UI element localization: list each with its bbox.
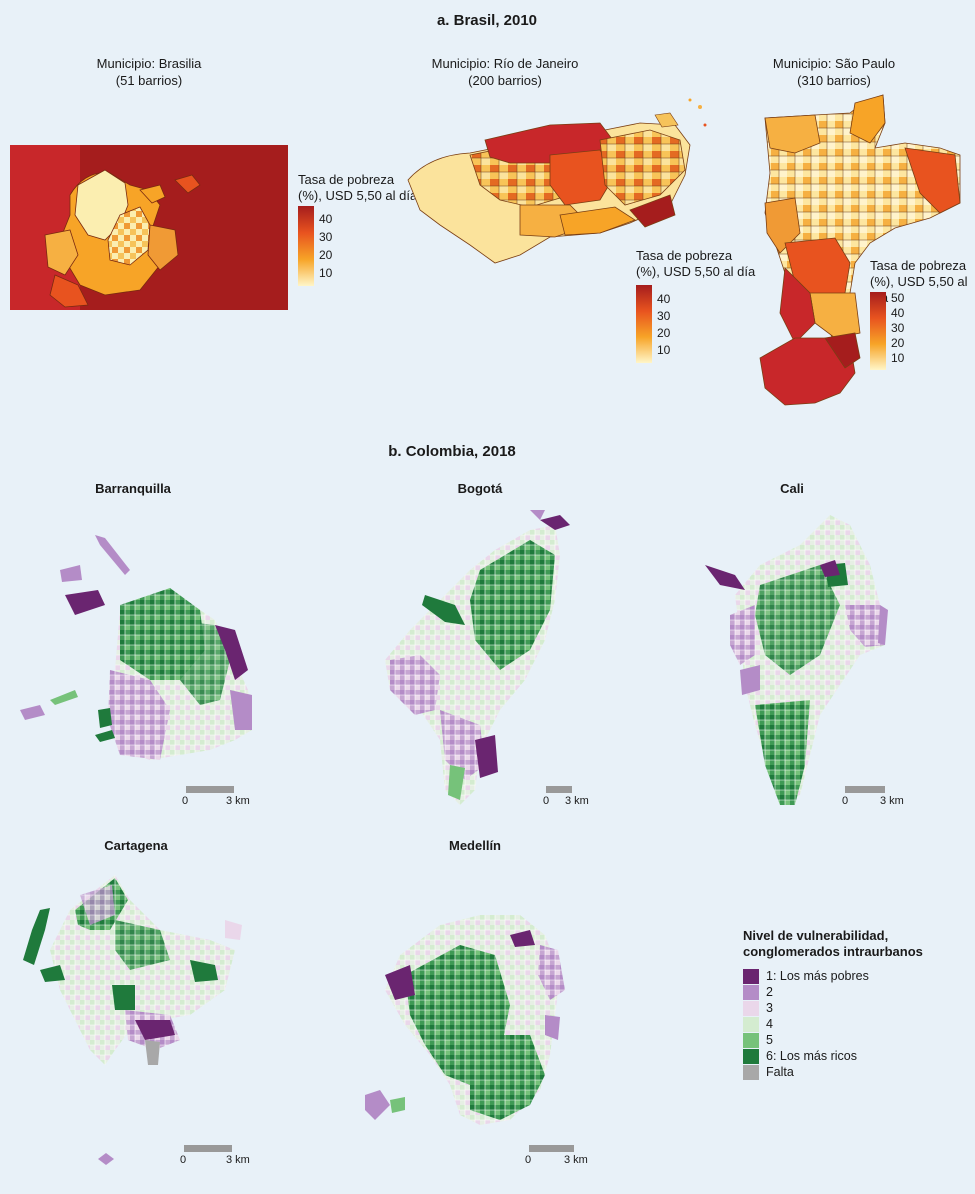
legend-swatch — [743, 1000, 759, 1016]
scale-barranquilla: 0 3 km — [180, 786, 260, 807]
barranquilla-map — [20, 535, 252, 760]
scale-km-label: 3 km — [880, 795, 904, 807]
scale-bogota: 0 3 km — [541, 786, 601, 807]
city-label-cartagena: Cartagena — [104, 838, 168, 853]
legend-label: 6: Los más ricos — [766, 1049, 858, 1063]
saopaulo-legend-tick-30: 30 — [891, 321, 905, 335]
legend-item: 3 — [743, 1000, 923, 1016]
legend-item: 5 — [743, 1032, 923, 1048]
rio-municipio-label: Municipio: Río de Janeiro — [431, 56, 579, 71]
legend-item: 4 — [743, 1016, 923, 1032]
scale-km-label: 3 km — [564, 1154, 588, 1166]
scale-medellin: 0 3 km — [524, 1145, 594, 1166]
legend-item: 2 — [743, 984, 923, 1000]
scale-bar — [529, 1145, 574, 1152]
scale-zero-label: 0 — [842, 795, 849, 807]
legend-swatch — [743, 1016, 759, 1032]
saopaulo-map — [759, 94, 961, 406]
panel-a-title: a. Brasil, 2010 — [436, 12, 538, 29]
city-label-barranquilla: Barranquilla — [95, 481, 171, 496]
scale-cartagena: 0 3 km — [178, 1145, 258, 1166]
saopaulo-legend-title-line1: Tasa de pobreza — [870, 258, 967, 273]
medellin-map — [365, 915, 565, 1125]
rio-barrios-label: (200 barrios) — [468, 73, 542, 88]
city-label-cali: Cali — [780, 481, 804, 496]
brasilia-legend-tick-10: 10 — [319, 266, 333, 280]
city-label-bogota: Bogotá — [457, 481, 503, 496]
brasilia-legend-title: Tasa de pobreza (%), USD 5,50 al día — [298, 172, 417, 204]
rio-legend-tick-10: 10 — [657, 343, 671, 357]
brasilia-map — [10, 145, 288, 310]
scale-cali: 0 3 km — [840, 786, 910, 807]
saopaulo-legend-tick-50: 50 — [891, 291, 905, 305]
cartagena-map — [23, 875, 242, 1065]
brasilia-legend-tick-30: 30 — [319, 230, 333, 244]
legend-label: 3 — [766, 1001, 773, 1015]
legend-swatch — [743, 968, 759, 984]
legend-swatch — [743, 1064, 759, 1080]
legend-label: Falta — [766, 1065, 794, 1079]
scale-zero-label: 0 — [180, 1154, 187, 1166]
scale-bar — [184, 1145, 232, 1152]
city-label-medellin: Medellín — [448, 838, 501, 853]
scale-zero-label: 0 — [525, 1154, 532, 1166]
legend-item: 6: Los más ricos — [743, 1048, 923, 1064]
rio-legend-title-line1: Tasa de pobreza — [636, 248, 733, 263]
legend-swatch — [743, 1032, 759, 1048]
brasilia-legend-tick-40: 40 — [319, 212, 333, 226]
legend-label: 2 — [766, 985, 773, 999]
legend-label: 1: Los más pobres — [766, 969, 869, 983]
cartagena-islet — [98, 1153, 114, 1165]
scale-zero-label: 0 — [543, 795, 550, 807]
legend-item: Falta — [743, 1064, 923, 1080]
brasilia-legend-tick-20: 20 — [319, 248, 333, 262]
rio-legend-colorbar — [636, 285, 652, 363]
vulnerability-legend-items: 1: Los más pobres 2 3 4 5 6: Los más ricos Fal… — [743, 968, 923, 1080]
brasilia-legend-colorbar — [298, 206, 314, 286]
brasilia-barrios-label: (51 barrios) — [115, 73, 183, 88]
saopaulo-legend-tick-20: 20 — [891, 336, 905, 350]
vulnerability-legend-title-line1: Nivel de vulnerabilidad, — [743, 928, 889, 943]
vulnerability-legend-title-line2: conglomerados intraurbanos — [743, 944, 923, 959]
bogota-map — [385, 510, 570, 805]
saopaulo-legend-tick-10: 10 — [891, 351, 905, 365]
rio-legend-title-line2: (%), USD 5,50 al día — [636, 264, 756, 279]
scale-bar — [186, 786, 234, 793]
scale-bar — [845, 786, 885, 793]
brasilia-municipio-label: Municipio: Brasilia — [96, 56, 202, 71]
rio-legend-tick-20: 20 — [657, 326, 671, 340]
cali-map — [705, 515, 888, 805]
rio-legend-tick-40: 40 — [657, 292, 671, 306]
panel-b-title: b. Colombia, 2018 — [388, 443, 516, 460]
scale-bar — [546, 786, 572, 793]
saopaulo-municipio-label: Municipio: São Paulo — [772, 56, 896, 71]
brasilia-legend-title-line2: (%), USD 5,50 al día — [298, 188, 418, 203]
scale-km-label: 3 km — [226, 1154, 250, 1166]
legend-item: 1: Los más pobres — [743, 968, 923, 984]
legend-label: 4 — [766, 1017, 773, 1031]
rio-legend-title: Tasa de pobreza (%), USD 5,50 al día — [636, 248, 755, 280]
scale-zero-label: 0 — [182, 795, 189, 807]
brasilia-header: Municipio: Brasilia (51 barrios) — [49, 55, 249, 89]
scale-km-label: 3 km — [565, 795, 589, 807]
saopaulo-legend-tick-40: 40 — [891, 306, 905, 320]
vulnerability-legend-title: Nivel de vulnerabilidad, conglomerados i… — [743, 928, 923, 960]
rio-legend-tick-30: 30 — [657, 309, 671, 323]
saopaulo-header: Municipio: São Paulo (310 barrios) — [734, 55, 934, 89]
scale-km-label: 3 km — [226, 795, 250, 807]
legend-swatch — [743, 984, 759, 1000]
vulnerability-legend: Nivel de vulnerabilidad, conglomerados i… — [743, 928, 923, 1080]
saopaulo-barrios-label: (310 barrios) — [797, 73, 871, 88]
legend-label: 5 — [766, 1033, 773, 1047]
legend-swatch — [743, 1048, 759, 1064]
saopaulo-legend-colorbar — [870, 292, 886, 370]
rio-map — [407, 98, 707, 264]
rio-header: Municipio: Río de Janeiro (200 barrios) — [405, 55, 605, 89]
brasilia-legend-title-line1: Tasa de pobreza — [298, 172, 395, 187]
